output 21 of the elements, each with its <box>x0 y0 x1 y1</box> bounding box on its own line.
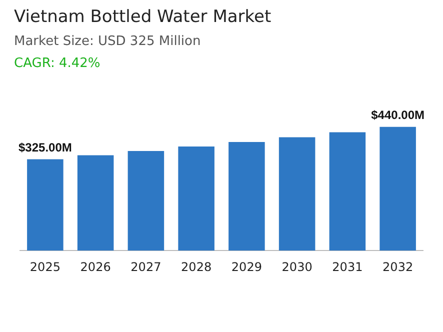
bar <box>380 126 416 251</box>
x-tick-label: 2030 <box>282 260 312 274</box>
x-tick-label: 2027 <box>130 260 162 274</box>
x-tick-label: 2029 <box>231 260 262 274</box>
chart-subtitle: Market Size: USD 325 Million <box>14 34 201 49</box>
bar <box>77 155 114 251</box>
x-tick-label: 2028 <box>181 260 212 274</box>
bar <box>27 159 64 251</box>
bar <box>178 146 214 251</box>
bar <box>128 151 164 251</box>
bar <box>278 137 316 251</box>
chart-title: Vietnam Bottled Water Market <box>14 7 272 27</box>
bar <box>228 142 265 251</box>
x-tick-label: 2032 <box>382 260 414 274</box>
bar <box>329 132 366 251</box>
x-tick-label: 2026 <box>80 260 111 274</box>
x-tick-label: 2031 <box>332 260 363 274</box>
x-tick-label: 2025 <box>30 260 60 274</box>
data-label: $440.00M <box>371 108 424 122</box>
data-label: $325.00M <box>18 140 72 155</box>
text: CAGR: 4.42% <box>14 56 100 71</box>
